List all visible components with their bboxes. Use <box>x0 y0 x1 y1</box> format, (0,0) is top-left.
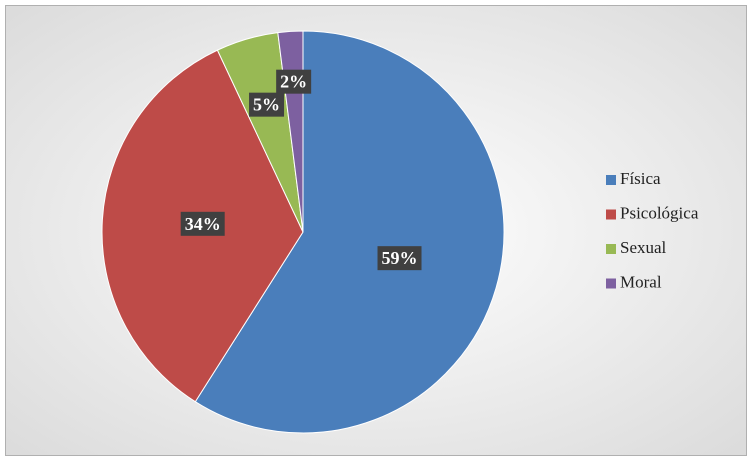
legend-label: Sexual <box>620 238 667 257</box>
legend-swatch <box>606 175 616 185</box>
legend-swatch <box>606 278 616 289</box>
data-label: 5% <box>253 95 280 115</box>
data-label-box <box>249 92 285 117</box>
data-label: 59% <box>382 248 418 268</box>
legend-label: Moral <box>620 272 662 291</box>
data-label-box <box>377 246 422 271</box>
legend-swatch <box>606 244 616 254</box>
data-label: 34% <box>185 214 221 234</box>
pie-slice <box>194 30 505 434</box>
legend-label: Psicológica <box>620 203 699 222</box>
data-label: 2% <box>280 72 307 92</box>
legend-label: Física <box>620 169 661 188</box>
data-label-box <box>276 69 312 94</box>
data-label-box <box>180 211 225 236</box>
legend-swatch <box>606 209 616 220</box>
